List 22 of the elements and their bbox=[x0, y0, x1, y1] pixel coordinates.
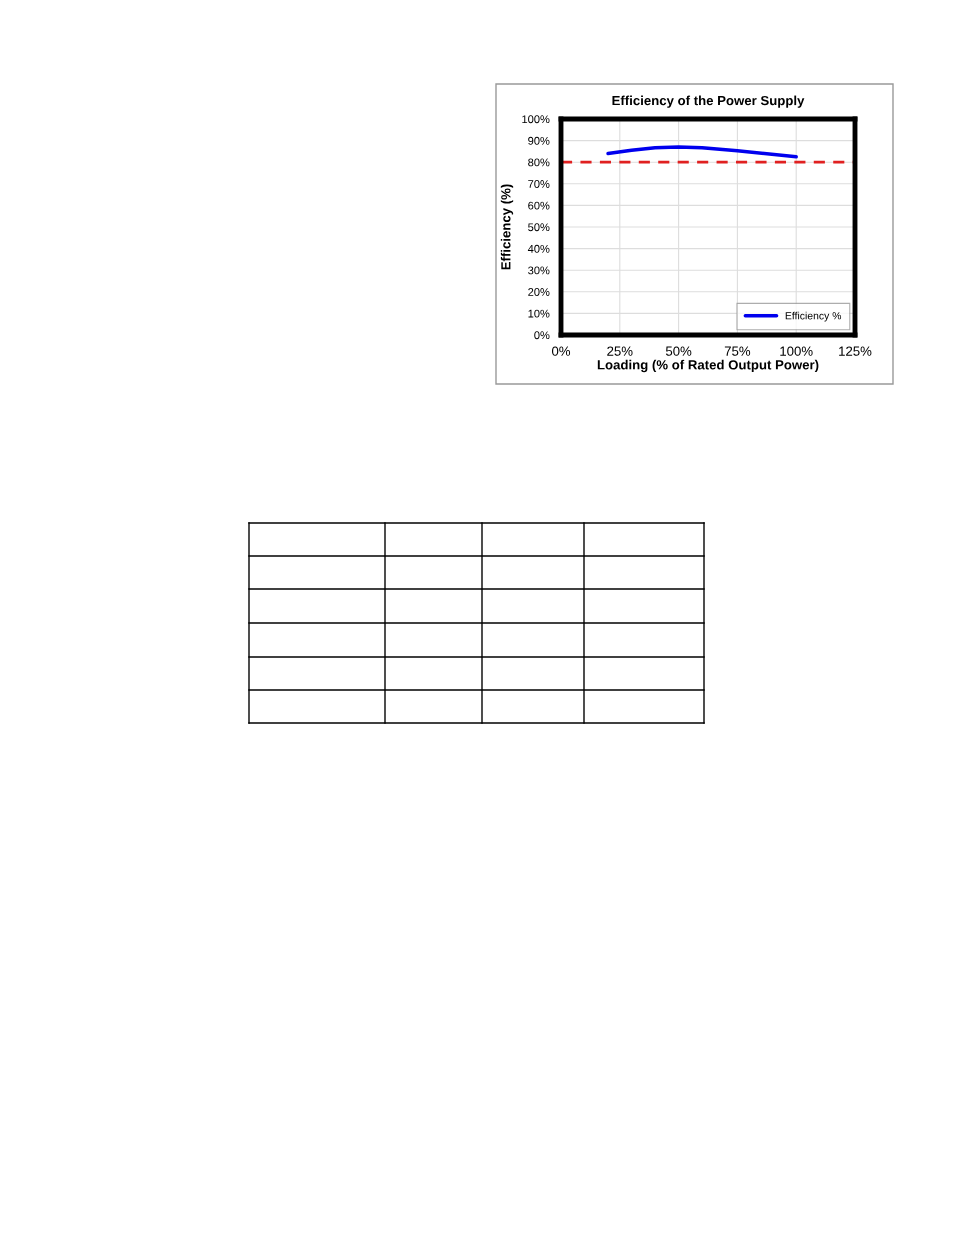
x-tick-label: 75% bbox=[724, 346, 751, 356]
x-axis-title: Loading (% of Rated Output Power) bbox=[597, 359, 819, 373]
y-tick-label: 0% bbox=[534, 331, 550, 340]
y-tick-label: 90% bbox=[528, 136, 550, 145]
x-tick-label: 0% bbox=[551, 346, 571, 356]
y-tick-label: 20% bbox=[528, 288, 550, 296]
x-tick-label: 125% bbox=[839, 346, 872, 356]
x-tick-label: 50% bbox=[665, 346, 692, 356]
y-tick-label: 70% bbox=[528, 180, 550, 188]
y-axis-title: Efficiency (%) bbox=[500, 184, 514, 270]
line-series bbox=[606, 145, 798, 159]
y-tick-label: 60% bbox=[528, 201, 550, 210]
y-tick-label: 50% bbox=[528, 223, 550, 232]
x-tick-label: 100% bbox=[780, 346, 813, 356]
y-tick-label: 80% bbox=[528, 158, 550, 167]
y-tick-label: 30% bbox=[528, 266, 550, 275]
y-tick-label: 40% bbox=[527, 244, 550, 253]
x-tick-label: 25% bbox=[607, 346, 633, 356]
y-tick-label: 100% bbox=[522, 115, 550, 124]
y-tick-label: 10% bbox=[528, 309, 550, 318]
legend-label: Efficiency % bbox=[785, 311, 842, 322]
chart-title: Efficiency of the Power Supply bbox=[612, 95, 805, 108]
